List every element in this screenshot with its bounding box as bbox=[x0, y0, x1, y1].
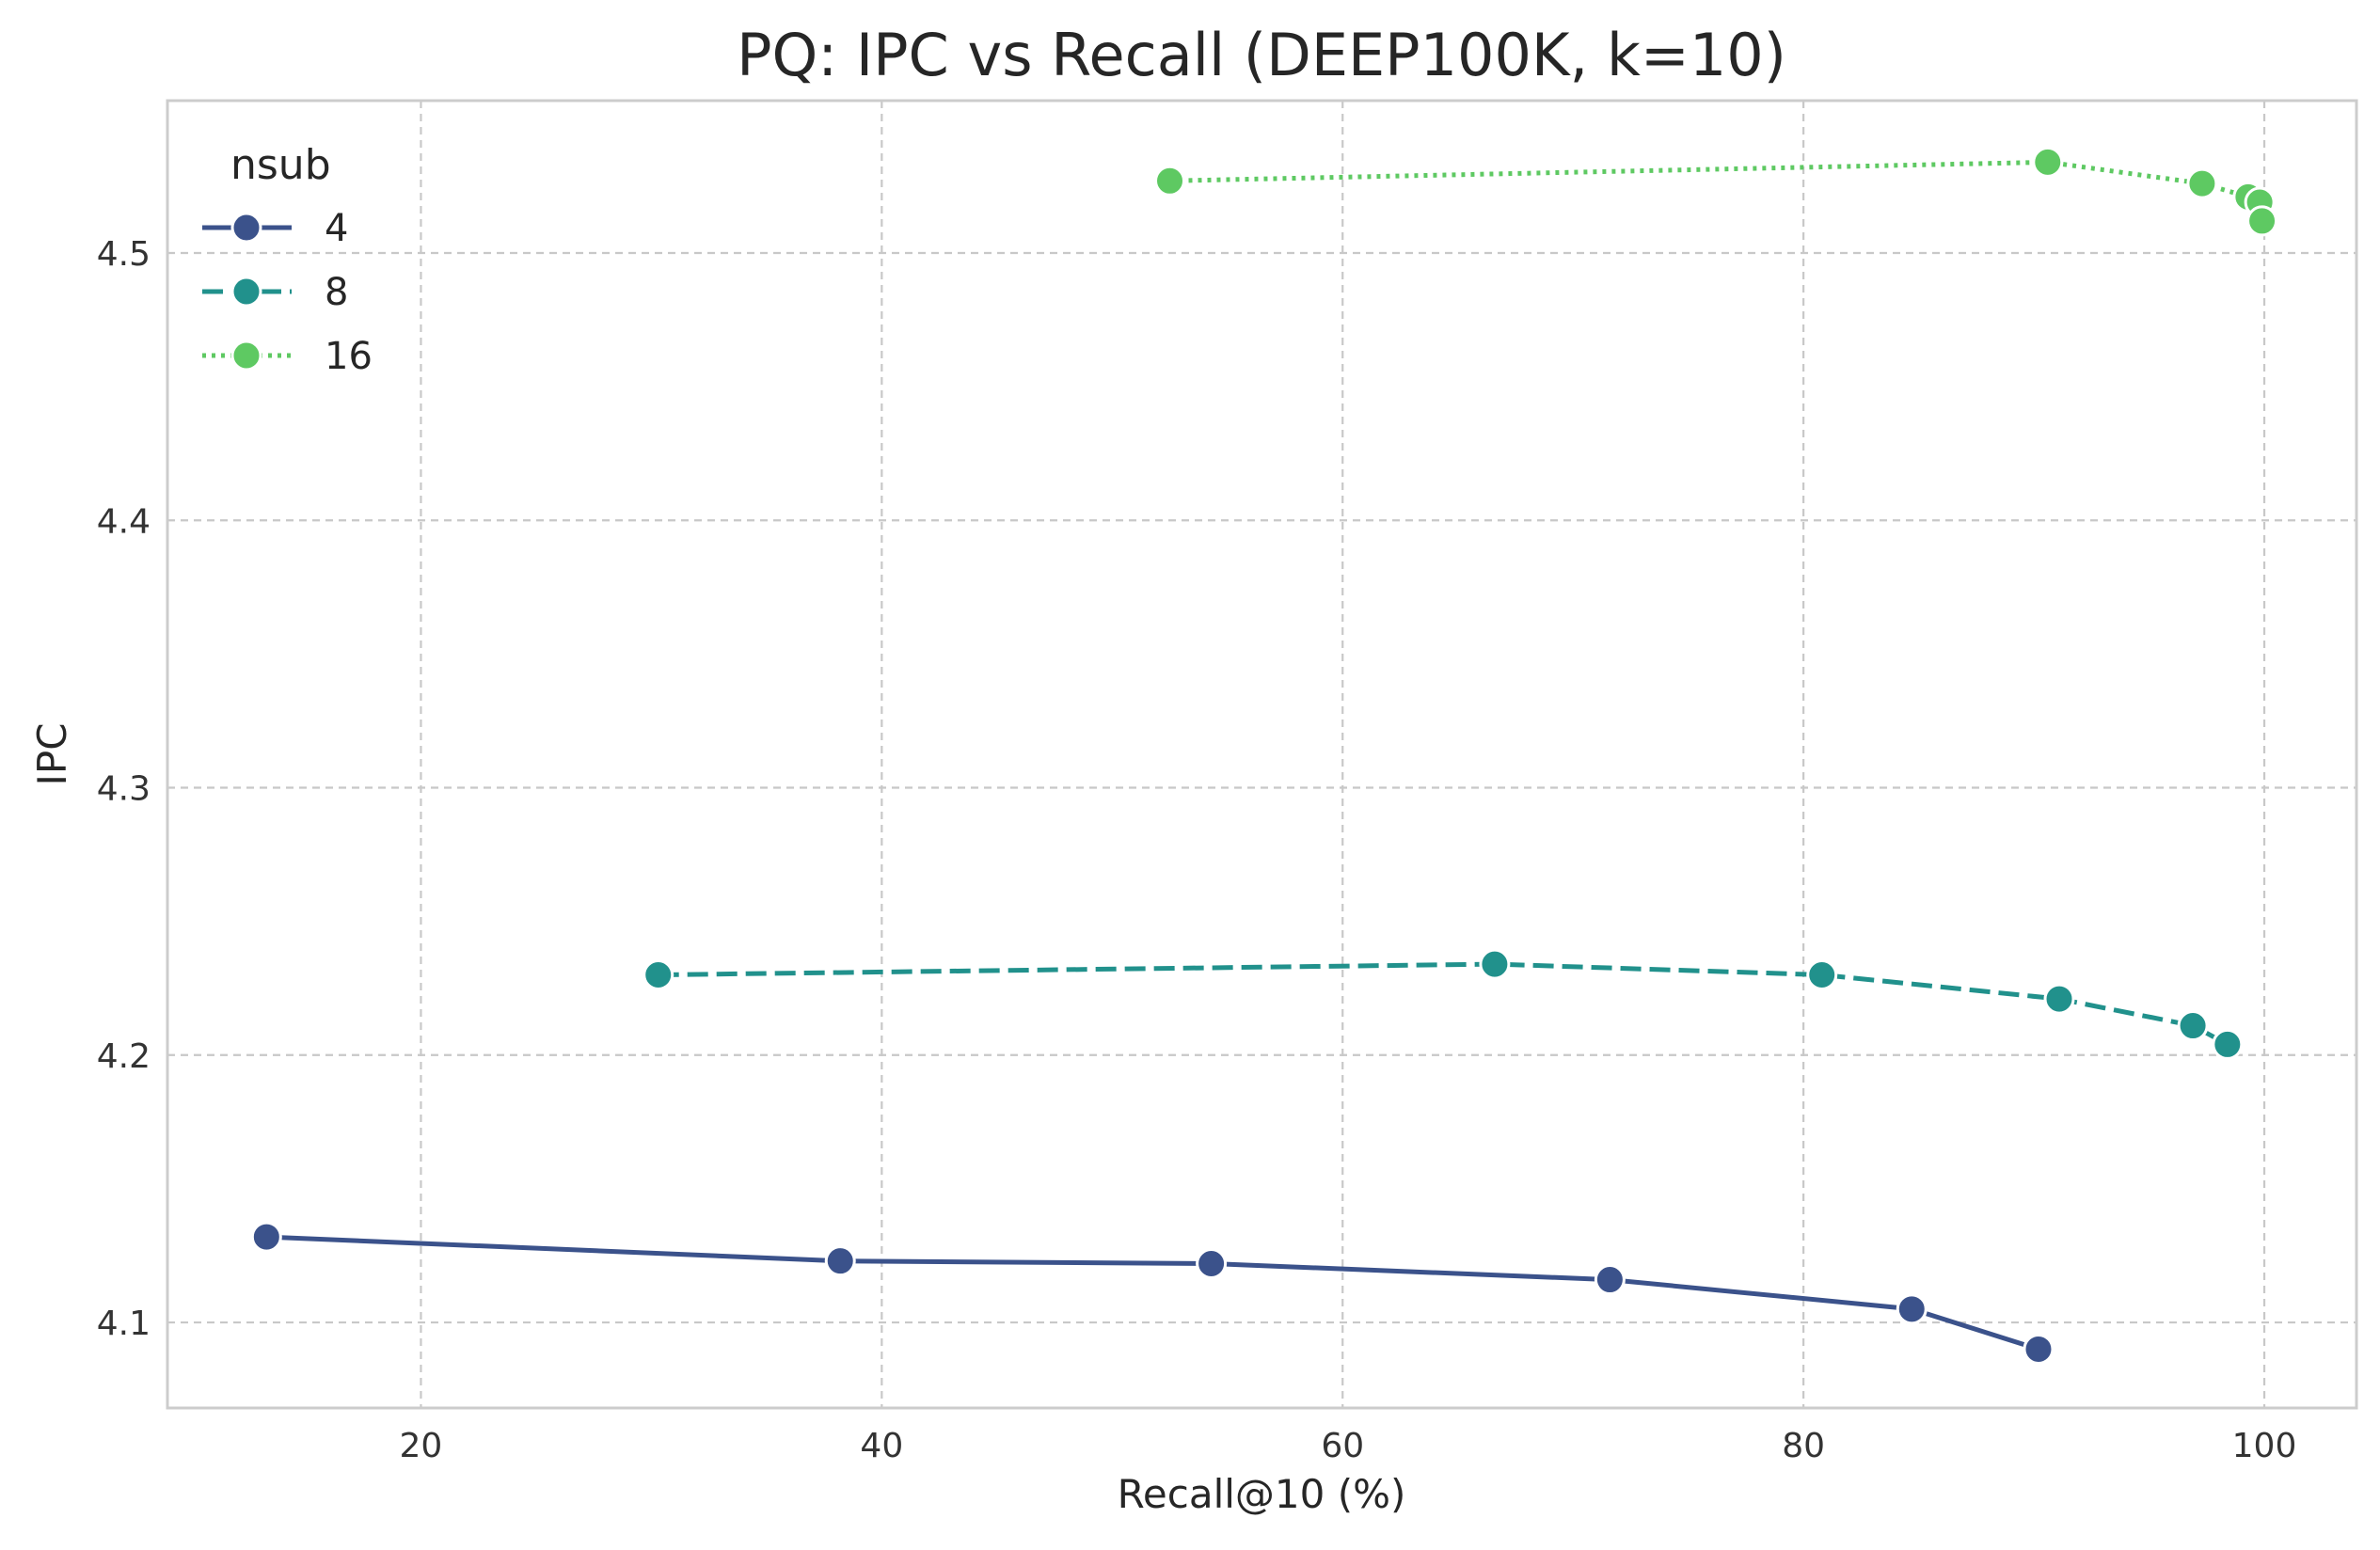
legend-entry: 16 bbox=[202, 335, 373, 378]
series-line bbox=[658, 961, 2229, 1047]
legend-entry: 8 bbox=[202, 271, 348, 314]
data-point bbox=[2023, 1333, 2055, 1365]
legend-marker bbox=[230, 276, 262, 308]
data-point bbox=[2177, 1010, 2209, 1042]
x-tick-label: 80 bbox=[1782, 1427, 1825, 1465]
legend: nsub 4 8 16 bbox=[202, 141, 373, 378]
x-axis-ticks: 20 40 60 80 100 bbox=[400, 1427, 2297, 1465]
legend-label: 4 bbox=[325, 207, 348, 250]
x-tick-label: 40 bbox=[860, 1427, 903, 1465]
data-point bbox=[2043, 983, 2075, 1015]
series-line bbox=[266, 1234, 2039, 1352]
legend-entries: 4 8 16 bbox=[202, 207, 373, 378]
data-point bbox=[824, 1245, 856, 1277]
data-point bbox=[1806, 959, 1838, 991]
series-8 bbox=[643, 948, 2244, 1060]
y-tick-label: 4.3 bbox=[97, 770, 151, 809]
x-axis-label: Recall@10 (%) bbox=[1118, 1471, 1406, 1517]
data-point bbox=[1196, 1248, 1228, 1280]
y-axis-ticks: 4.1 4.2 4.3 4.4 4.5 bbox=[97, 235, 151, 1343]
legend-marker bbox=[230, 212, 262, 244]
series-16 bbox=[1154, 146, 2278, 237]
data-point bbox=[2246, 205, 2278, 237]
data-point bbox=[2032, 146, 2064, 178]
legend-title: nsub bbox=[230, 141, 331, 189]
data-point bbox=[1896, 1293, 1928, 1325]
y-axis-label: IPC bbox=[29, 722, 75, 785]
data-point bbox=[2186, 167, 2218, 199]
plot-frame bbox=[166, 99, 2358, 1410]
series-line bbox=[1169, 159, 2265, 222]
y-tick-label: 4.4 bbox=[97, 502, 151, 541]
grid bbox=[167, 101, 2356, 1408]
chart-title: PQ: IPC vs Recall (DEEP100K, k=10) bbox=[737, 21, 1786, 89]
y-tick-label: 4.1 bbox=[97, 1305, 151, 1343]
legend-entry: 4 bbox=[202, 207, 348, 250]
data-point bbox=[1594, 1264, 1626, 1296]
data-point bbox=[1479, 948, 1511, 980]
data-point bbox=[643, 959, 674, 991]
legend-label: 8 bbox=[325, 271, 348, 314]
legend-label: 16 bbox=[325, 335, 373, 378]
y-tick-label: 4.2 bbox=[97, 1037, 151, 1076]
series-layer bbox=[250, 146, 2278, 1365]
x-tick-label: 100 bbox=[2232, 1427, 2297, 1465]
series-4 bbox=[250, 1221, 2055, 1365]
x-tick-label: 60 bbox=[1321, 1427, 1364, 1465]
x-tick-label: 20 bbox=[400, 1427, 443, 1465]
legend-marker bbox=[230, 340, 262, 372]
y-tick-label: 4.5 bbox=[97, 235, 151, 274]
data-point bbox=[1154, 165, 1186, 197]
data-point bbox=[2212, 1028, 2244, 1060]
data-point bbox=[250, 1221, 282, 1253]
